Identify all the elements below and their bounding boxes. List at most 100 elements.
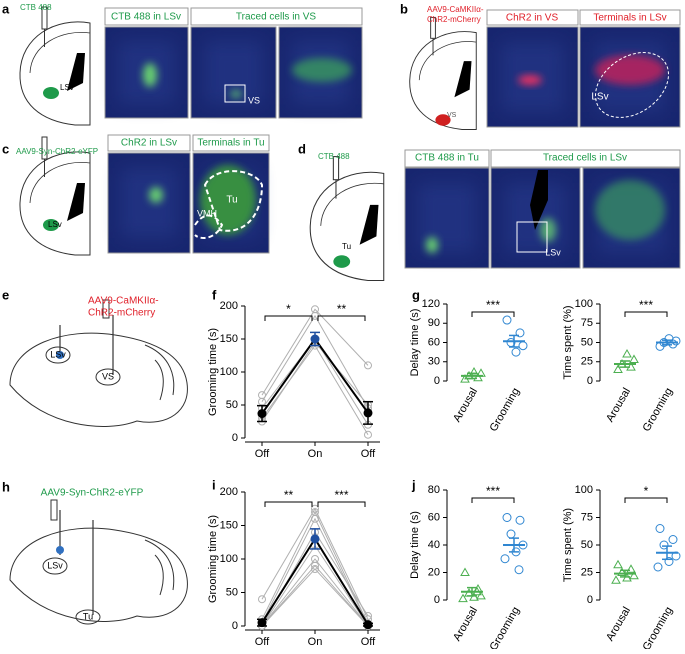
label: Tu [226,195,237,206]
label: Terminals in Tu [197,138,264,149]
coronal-schematic [19,136,91,256]
label: Tu [342,242,351,251]
label: CTB 488 in Tu [415,153,479,164]
y-axis-label: Time spent (%) [562,305,574,379]
x-tick-label: Off [255,448,270,460]
y-tick-label: 200 [220,486,238,498]
point [611,575,621,584]
label: VMH [197,208,217,218]
label: LSv [47,560,63,570]
point [518,341,528,351]
subject-line [261,568,369,627]
y-tick-label: 50 [581,336,593,348]
ventricle [530,170,548,230]
y-tick-label: 75 [581,511,593,523]
label: VS [102,371,114,381]
panel-letter: h [2,479,10,494]
label: CTB 488 [318,152,350,161]
y-tick-label: 60 [428,511,440,523]
header-box [404,149,490,168]
y-tick-label: 100 [575,484,593,496]
y-tick-label: 0 [232,620,238,632]
y-tick-label: 75 [581,317,593,329]
subject-point [311,565,319,574]
y-tick-label: 0 [587,375,593,387]
y-tick-label: 120 [422,298,440,310]
x-tick-label: Arousal [604,386,633,424]
label: VS [248,95,260,105]
panel-letter: g [412,287,420,302]
cerebellum [144,344,175,401]
label: LSv [591,92,608,103]
outline [194,214,224,239]
ventricle [454,61,472,98]
panel-letter: j [411,477,416,492]
label: LSv [545,247,561,257]
point [458,593,468,603]
y-axis-label: Time spent (%) [562,508,574,582]
subject-point [364,361,372,370]
label: LSv [48,220,62,229]
syringe [332,156,340,181]
y-tick-label: 50 [226,586,238,598]
label: ChR2-mCherry [88,308,155,319]
point [664,557,674,566]
point [626,564,636,573]
significance-bracket [317,315,366,321]
label: VS [447,112,457,119]
mean-point [310,334,320,344]
point [668,535,678,544]
region [45,346,71,364]
y-tick-label: 25 [581,356,593,368]
significance: * [286,302,291,316]
sagittal-schematic [9,510,188,622]
target-region [43,87,59,99]
ventricle [67,183,85,221]
point [617,567,627,576]
target-region [333,255,351,268]
significance-bracket [264,501,313,507]
significance: *** [334,488,348,502]
target-region [43,219,59,231]
micrograph-shade [120,168,178,238]
significance: *** [486,298,500,312]
header-box [192,134,270,152]
y-tick-label: 25 [581,566,593,578]
significance-bracket [624,497,668,503]
subject-line [261,341,369,422]
label: ChR2 in VS [506,13,559,24]
x-tick-label: Arousal [451,386,480,424]
brain-outline [9,332,188,427]
x-tick-label: Grooming [641,386,676,434]
x-tick-label: Grooming [641,605,676,649]
cortex-line [418,41,477,81]
region [42,557,68,575]
y-tick-label: 150 [220,519,238,531]
point [469,592,479,601]
point [622,349,632,358]
panel-letter: e [2,287,9,302]
x-tick-label: Grooming [488,386,523,434]
x-tick-label: Off [361,448,376,460]
y-tick-label: 50 [581,539,593,551]
significance: *** [639,298,653,312]
subject-line [261,314,369,409]
y-tick-label: 100 [220,366,238,378]
significance-bracket [264,315,313,321]
x-tick-label: On [308,636,323,648]
header-box [107,134,191,152]
point [511,347,521,357]
y-tick-label: 90 [428,317,440,329]
x-tick-label: On [308,448,323,460]
signal [292,58,352,82]
label: AAV9-Syn-ChR2-eYFP [16,147,98,156]
brain-outline [309,171,385,282]
label: LSv [60,83,74,92]
y-tick-label: 80 [428,484,440,496]
cortex-line [320,182,384,226]
brain-outline [19,151,91,256]
point [506,529,516,539]
header-box [486,9,579,26]
header-box [104,7,189,26]
